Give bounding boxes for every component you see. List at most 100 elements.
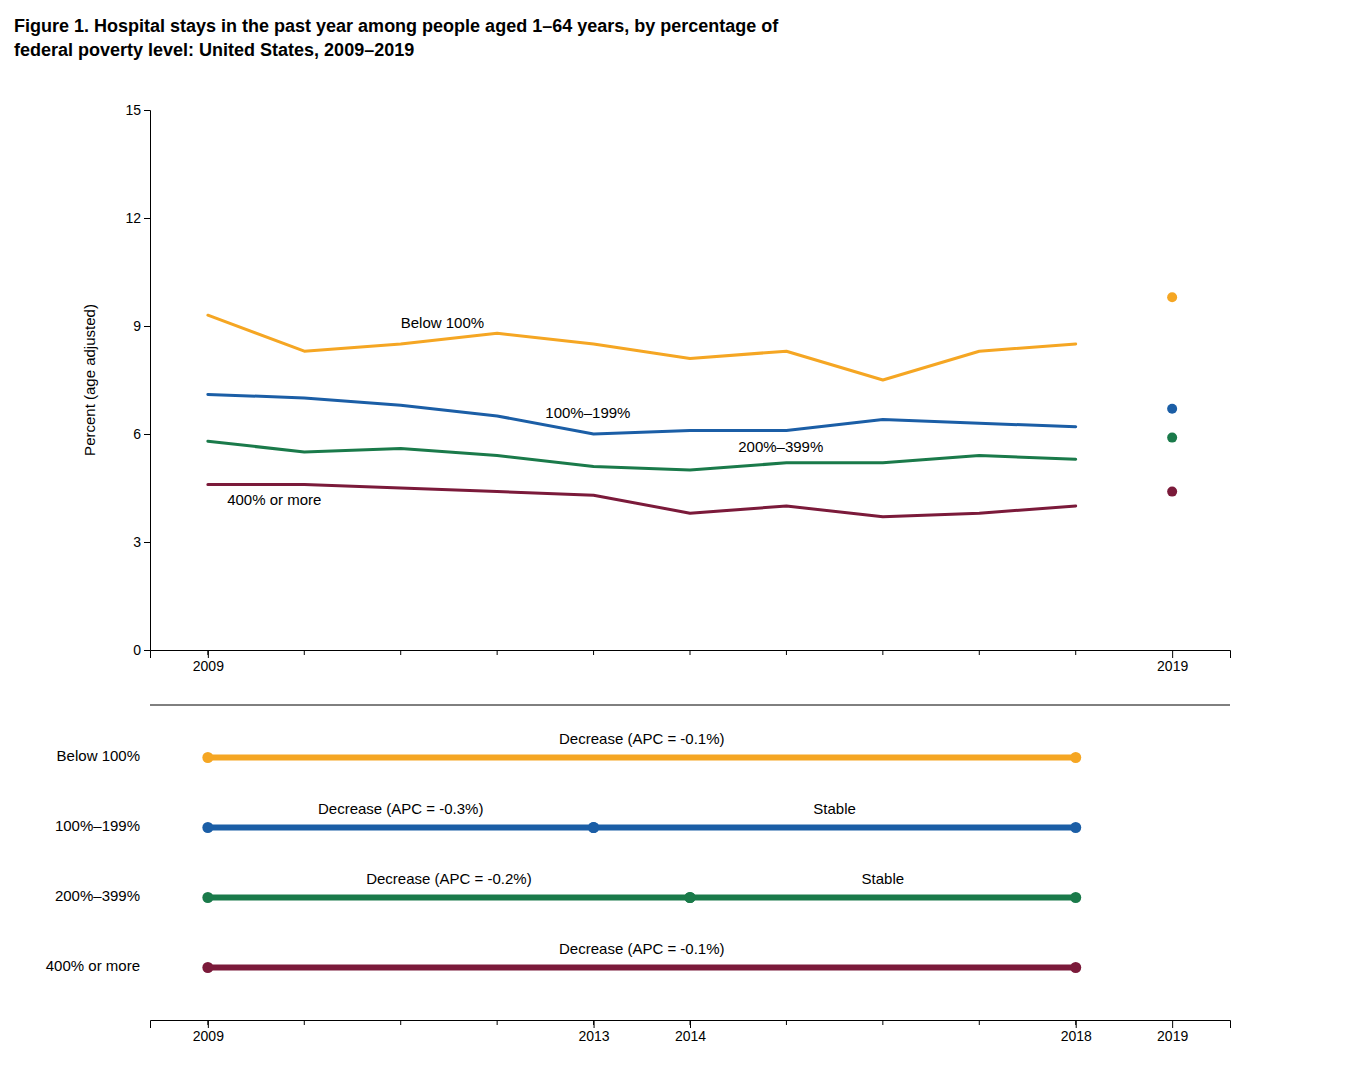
segment-endpoint: [685, 892, 696, 903]
xb-minor-tick: [882, 1020, 883, 1025]
segment-label: Decrease (APC = -0.1%): [559, 730, 724, 747]
y-tick: 6: [133, 426, 150, 442]
segment-endpoint: [202, 962, 213, 973]
trend-segment: [208, 895, 690, 901]
x-axis-bottom: 2009 2013 2014 2018 2019: [151, 1020, 1231, 1044]
series-point: [1167, 404, 1177, 414]
marks: [208, 292, 1177, 517]
panel-top-line: [150, 705, 1230, 706]
xb-minor-tick: [497, 1020, 498, 1025]
y-tick-mark: [144, 434, 150, 435]
row-label: Below 100%: [57, 747, 140, 764]
xb-tick: 2018: [1061, 1020, 1092, 1044]
y-tick: 9: [133, 318, 150, 334]
segment-endpoint: [1070, 822, 1081, 833]
segment-endpoint: [1070, 962, 1081, 973]
xb-minor-tick: [690, 1020, 691, 1025]
row-label: 100%–199%: [55, 817, 140, 834]
xb-tick-mark: [1076, 1020, 1077, 1028]
segment-label: Decrease (APC = -0.2%): [366, 870, 531, 887]
segment-label: Decrease (APC = -0.3%): [318, 800, 483, 817]
x-minor-tick: [786, 650, 787, 655]
segment-endpoint: [588, 822, 599, 833]
y-tick-label: 15: [125, 102, 141, 118]
annotation: Below 100%: [401, 314, 484, 331]
y-tick-mark: [144, 542, 150, 543]
row-label: 200%–399%: [55, 887, 140, 904]
x-tick-mark: [1172, 650, 1173, 658]
x-tick-mark: [208, 650, 209, 658]
y-tick-mark: [144, 218, 150, 219]
trend-segment: [208, 965, 1076, 971]
trend-segment: [208, 755, 1076, 761]
x-axis-line: [151, 651, 1231, 659]
xb-minor-tick: [1075, 1020, 1076, 1025]
subtitle: federal poverty level: United States, 20…: [14, 40, 414, 60]
y-axis: 0 3 6 9 12 15: [125, 102, 150, 658]
annotation: 100%–199%: [545, 404, 630, 421]
xb-minor-tick: [786, 1020, 787, 1025]
xb-tick-label: 2019: [1157, 1028, 1188, 1044]
annotation: 400% or more: [227, 491, 321, 508]
xb-tick-mark: [690, 1020, 691, 1028]
x-minor-tick: [690, 650, 691, 655]
xb-minor-ticks: [208, 1020, 1076, 1025]
xb-tick: 2009: [193, 1020, 224, 1044]
chart: Figure 1. Hospital stays in the past yea…: [0, 0, 1350, 1088]
xb-tick-mark: [208, 1020, 209, 1028]
y-tick-label: 3: [133, 534, 141, 550]
xb-minor-tick: [304, 1020, 305, 1025]
trend-texts: Below 100% Decrease (APC = -0.1%) 100%–199…: [46, 730, 904, 975]
series-point: [1167, 292, 1177, 302]
y-tick: 15: [125, 102, 150, 118]
y-tick-label: 12: [125, 210, 141, 226]
xb-tick-mark: [1172, 1020, 1173, 1028]
trend-marks: [202, 752, 1081, 973]
y-tick: 3: [133, 534, 150, 550]
y-tick-label: 0: [133, 642, 141, 658]
xb-minor-tick: [979, 1020, 980, 1025]
series-point: [1167, 433, 1177, 443]
series-line: [208, 441, 1076, 470]
x-minor-tick: [400, 650, 401, 655]
x-tick-label: 2019: [1157, 658, 1188, 674]
y-tick: 12: [125, 210, 150, 226]
segment-endpoint: [1070, 752, 1081, 763]
series-point: [1167, 487, 1177, 497]
x-minor-tick: [979, 650, 980, 655]
xb-minor-tick: [593, 1020, 594, 1025]
y-axis-title: Percent (age adjusted): [81, 304, 98, 456]
x-minor-tick: [882, 650, 883, 655]
xb-tick-mark: [594, 1020, 595, 1028]
y-tick-label: 9: [133, 318, 141, 334]
x-minor-tick: [497, 650, 498, 655]
x-axis: 2009 2019: [151, 650, 1231, 674]
x-minor-tick: [304, 650, 305, 655]
main-panel: 0 3 6 9 12 15 2009 2019 Percent (age adjusted) Be…: [81, 102, 1231, 674]
x-tick-label: 2009: [193, 658, 224, 674]
xb-tick: 2013: [578, 1020, 609, 1044]
row-label: 400% or more: [46, 957, 140, 974]
trend-segment: [208, 825, 594, 831]
y-tick: 0: [133, 642, 150, 658]
annotation: 200%–399%: [738, 438, 823, 455]
series-line: [208, 315, 1076, 380]
xb-tick: 2014: [675, 1020, 706, 1044]
x-minor-tick: [593, 650, 594, 655]
xb-minor-tick: [207, 1020, 208, 1025]
trend-segment: [690, 895, 1076, 901]
series-line: [208, 484, 1076, 516]
y-tick-mark: [144, 110, 150, 111]
trend-segment: [594, 825, 1076, 831]
y-axis-line: [144, 111, 151, 651]
x-tick: 2009: [193, 650, 224, 674]
y-tick-mark: [144, 326, 150, 327]
segment-label: Stable: [813, 800, 856, 817]
xb-tick-label: 2018: [1061, 1028, 1092, 1044]
title: Figure 1. Hospital stays in the past yea…: [14, 16, 779, 36]
x-minor-tick: [1075, 650, 1076, 655]
segment-label: Stable: [862, 870, 905, 887]
xb-axis-line: [151, 1021, 1231, 1029]
xb-tick: 2019: [1157, 1020, 1188, 1044]
segment-label: Decrease (APC = -0.1%): [559, 940, 724, 957]
